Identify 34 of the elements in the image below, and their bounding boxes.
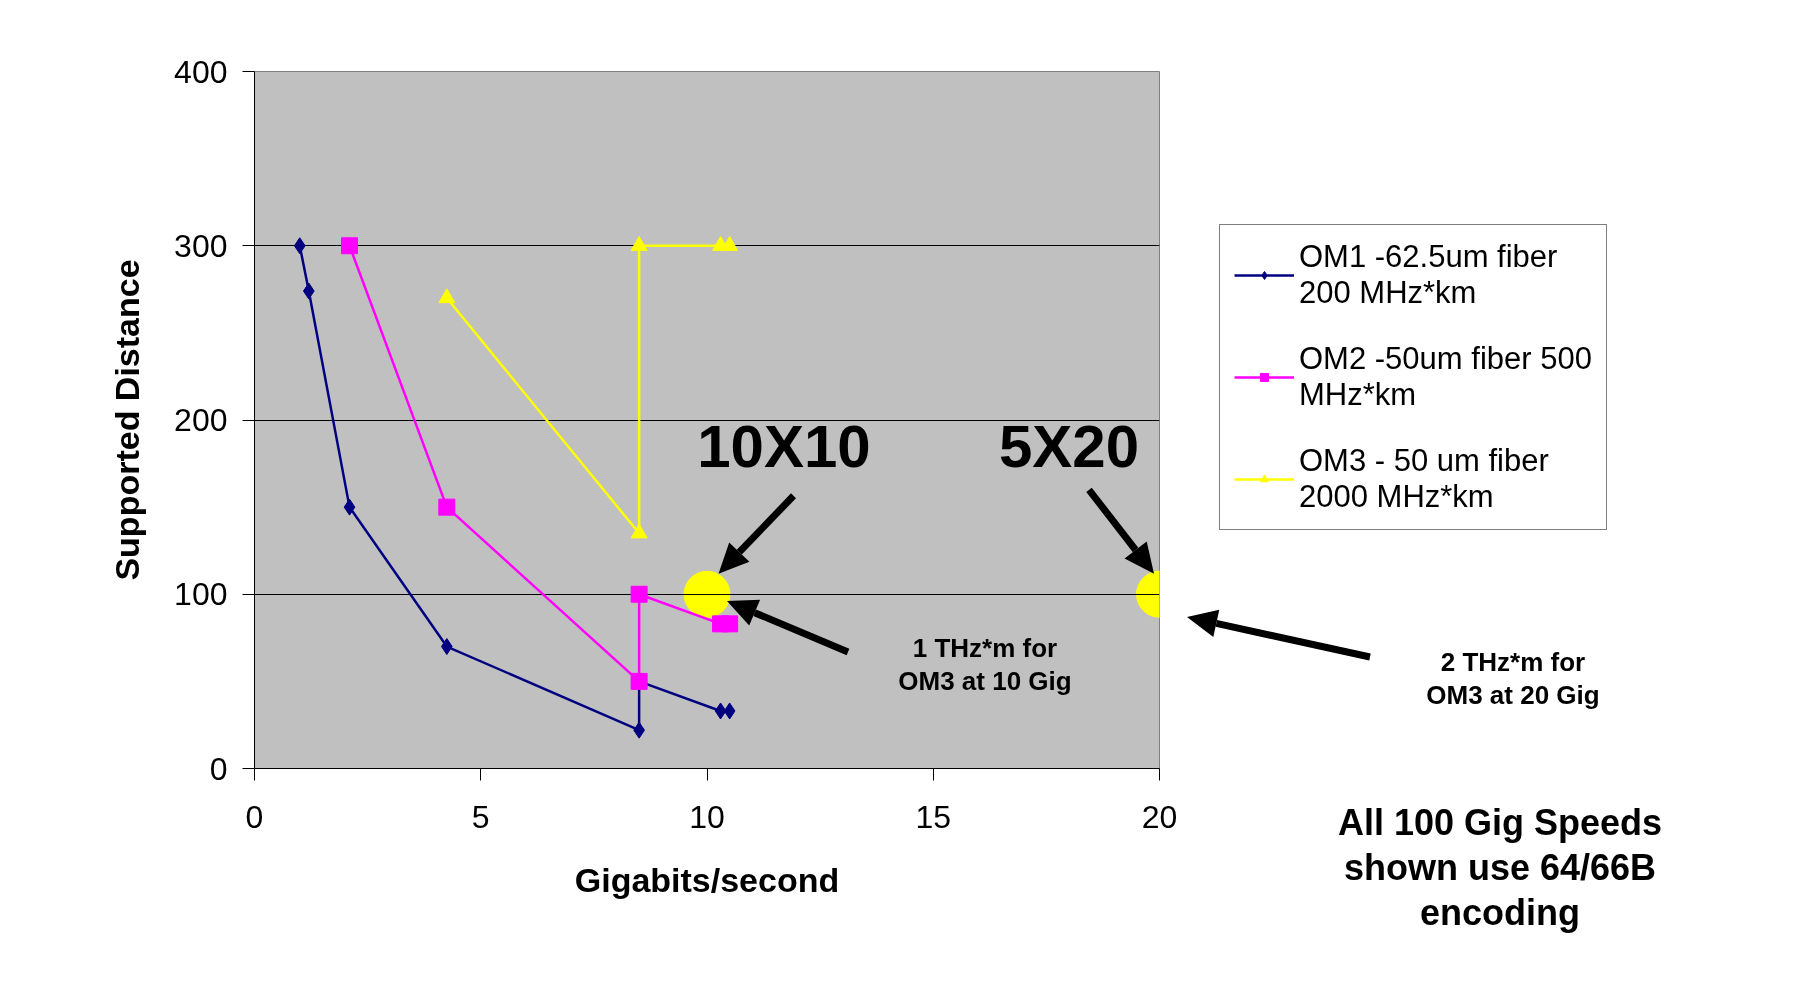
- point: [630, 585, 648, 603]
- y-axis-title: Supported Distance: [108, 259, 147, 581]
- point: [714, 702, 727, 720]
- point: [721, 236, 739, 251]
- text: All 100 Gig Speeds shown use 64/66B encoding: [1336, 801, 1664, 935]
- point: [630, 236, 648, 251]
- point: [721, 615, 739, 633]
- annotation: 1 THz*m for OM3 at 10 Gig: [897, 632, 1073, 697]
- legend-label: OM1 -62.5um fiber 200 MHz*km: [1299, 239, 1558, 311]
- x-tick-label: 10: [689, 798, 725, 835]
- x-tick-label: 15: [915, 798, 952, 835]
- text: 2 THz*m for OM3 at 20 Gig: [1425, 646, 1601, 711]
- x-tick-label: 20: [1141, 798, 1178, 835]
- x-tick-label: 0: [245, 798, 264, 835]
- y-tick-label: 0: [209, 750, 228, 787]
- point: [630, 523, 648, 539]
- point: [438, 498, 456, 516]
- point: [343, 498, 356, 516]
- annotation: 10X10: [697, 412, 871, 480]
- y-tick-label: 200: [174, 402, 228, 438]
- x-axis-title: Gigabits/second: [574, 860, 840, 899]
- annotation: 5X20: [998, 412, 1140, 480]
- point: [302, 282, 315, 300]
- point: [438, 288, 456, 304]
- point: [723, 702, 736, 720]
- x-tick-label: 5: [471, 798, 490, 835]
- legend-label: OM3 - 50 um fiber 2000 MHz*km: [1299, 443, 1549, 515]
- point: [440, 638, 453, 656]
- legend-label: OM2 -50um fiber 500 MHz*km: [1299, 341, 1592, 413]
- y-tick-label: 300: [174, 227, 228, 264]
- point: [293, 237, 306, 255]
- point: [341, 237, 359, 255]
- y-tick-label: 100: [174, 576, 228, 613]
- y-tick-label: 400: [174, 53, 228, 90]
